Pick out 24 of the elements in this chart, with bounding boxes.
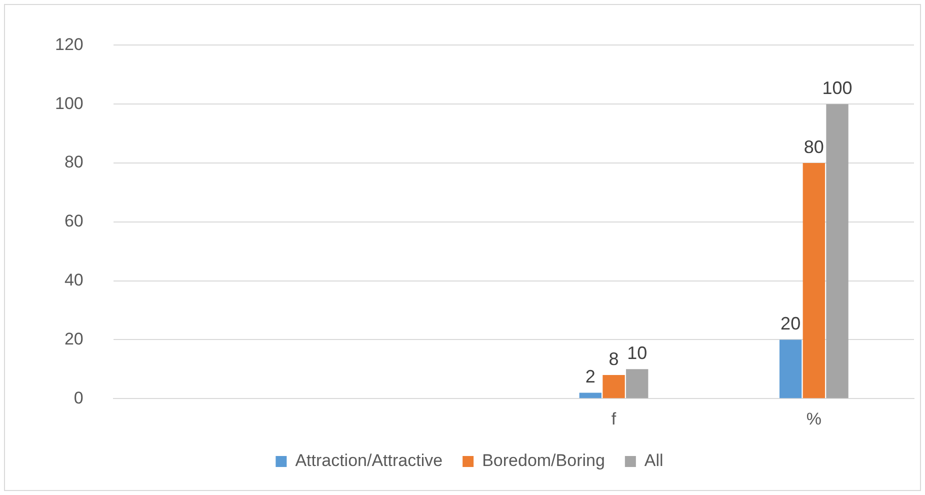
data-label: 2 [585, 366, 596, 387]
y-tick-label: 0 [74, 388, 84, 408]
y-tick-label: 20 [64, 329, 84, 348]
data-label: 100 [822, 78, 852, 98]
y-tick-label: 80 [64, 152, 84, 172]
legend-label: All [644, 451, 664, 470]
data-label: 20 [780, 314, 801, 334]
bar [802, 163, 826, 398]
legend-label: Attraction/Attractive [295, 451, 443, 470]
y-tick-label: 120 [54, 34, 84, 54]
y-tick-label: 40 [64, 270, 84, 290]
x-tick-label: % [806, 409, 822, 428]
y-tick-label: 60 [64, 212, 84, 231]
data-label: 80 [804, 136, 824, 157]
bar [626, 369, 648, 398]
bar [826, 104, 848, 398]
bar [779, 340, 802, 398]
data-label: 10 [627, 343, 648, 364]
bar [602, 375, 625, 398]
legend-label: Boredom/Boring [482, 451, 605, 470]
data-label: 8 [608, 349, 619, 370]
bar [579, 392, 602, 398]
x-tick-label: f [611, 409, 616, 428]
y-tick-label: 100 [54, 94, 84, 113]
